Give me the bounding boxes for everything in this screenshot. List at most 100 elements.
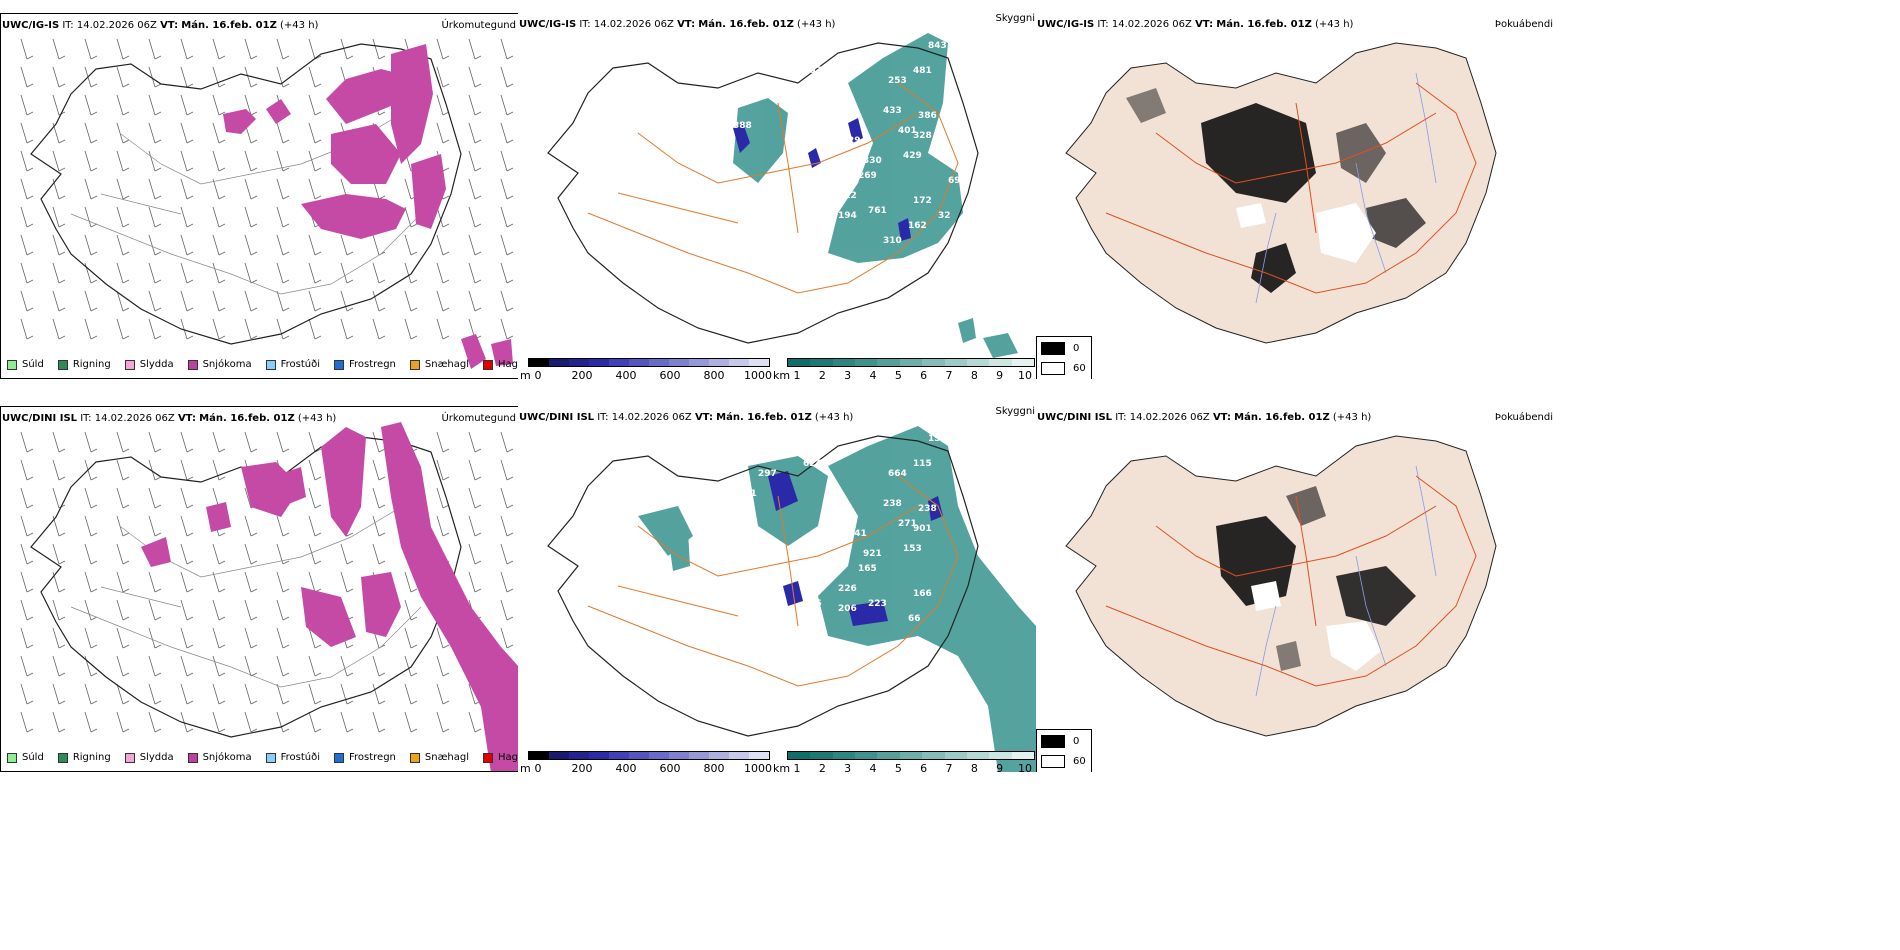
wind-barb	[116, 711, 130, 733]
wind-barb	[180, 262, 194, 284]
wind-barb	[308, 234, 322, 256]
wind-barb	[308, 318, 322, 340]
wind-barb	[180, 487, 194, 509]
wind-barb	[436, 94, 450, 116]
wind-barb	[244, 599, 258, 621]
fog-panel-row2: UWC/DINI ISL IT: 14.02.2026 06Z VT: Mán.…	[1036, 406, 1556, 772]
colorbar-cell	[549, 752, 569, 759]
wind-barb	[84, 290, 98, 312]
colorbar-tick: 200	[571, 762, 593, 772]
legend-label: Slydda	[139, 752, 174, 763]
colorbar-cell	[569, 359, 589, 366]
wind-barb	[148, 599, 162, 621]
legend-swatch	[334, 752, 344, 763]
cloud-base-value: 921	[863, 549, 882, 559]
fog-min-swatch	[1041, 735, 1065, 748]
wind-barb	[276, 431, 290, 453]
legend-item: Frostregn	[334, 752, 396, 763]
wind-barb	[20, 290, 34, 312]
wind-barb	[52, 234, 66, 256]
wind-barb	[180, 318, 194, 340]
fog-max-swatch	[1041, 362, 1065, 375]
colorbar-tick: 9	[996, 369, 1004, 379]
wind-barb	[468, 262, 482, 284]
colorbar-tick: 5	[894, 369, 902, 379]
wind-barb	[148, 262, 162, 284]
colorbar-cell	[529, 752, 549, 759]
cloud-base-value: 328	[913, 131, 932, 141]
colorbar-cell	[689, 359, 709, 366]
visibility-panel-row1: UWC/IG-IS IT: 14.02.2026 06Z VT: Mán. 16…	[518, 13, 1038, 379]
wind-barb	[500, 459, 514, 481]
wind-barb	[180, 571, 194, 593]
wind-barb	[20, 627, 34, 649]
wind-barb	[180, 543, 194, 565]
wind-barb	[212, 431, 226, 453]
wind-barb	[212, 262, 226, 284]
wind-barb	[308, 487, 322, 509]
road-network	[587, 82, 959, 294]
legend-label: Snæhagl	[424, 752, 470, 763]
wind-barb	[148, 38, 162, 60]
wind-barb	[436, 262, 450, 284]
colorbar-cell	[649, 359, 669, 366]
legend-label: Snjókoma	[202, 359, 252, 370]
wind-barb	[212, 627, 226, 649]
visibility-panel-row2: UWC/DINI ISL IT: 14.02.2026 06Z VT: Mán.…	[518, 406, 1038, 772]
colorbar-cell	[629, 752, 649, 759]
cloud-base-value: 481	[913, 66, 932, 76]
colorbar-cell	[649, 752, 669, 759]
wind-barb	[20, 683, 34, 705]
wind-barb	[20, 487, 34, 509]
wind-barb	[436, 515, 450, 537]
panel-title: UWC/DINI ISL IT: 14.02.2026 06Z VT: Mán.…	[2, 413, 337, 424]
legend-item: Frostregn	[334, 359, 396, 370]
wind-barb	[436, 487, 450, 509]
colorbar-tick: 2	[818, 369, 826, 379]
wind-barb	[180, 290, 194, 312]
wind-barb	[20, 431, 34, 453]
cloud-base-value: 433	[883, 106, 902, 116]
wind-barb	[404, 290, 418, 312]
wind-barb	[372, 262, 386, 284]
wind-barb	[84, 122, 98, 144]
legend-item: Frostúði	[265, 359, 320, 370]
cloud-base-value: 664	[888, 469, 907, 479]
cloud-base-value: 223	[868, 599, 887, 609]
wind-barb	[500, 290, 514, 312]
cloud-base-value: 283	[733, 514, 752, 524]
legend-item: Haglél	[483, 752, 519, 763]
wind-barb	[52, 431, 66, 453]
fog-scale-box: 0 60	[1036, 729, 1092, 772]
wind-barb	[52, 290, 66, 312]
wind-barb	[212, 571, 226, 593]
cloud-base-value: 105	[803, 599, 822, 609]
wind-barb	[20, 38, 34, 60]
wind-barb	[148, 206, 162, 228]
wind-barb	[244, 683, 258, 705]
fog-label: Þokuábendi	[1494, 19, 1553, 30]
wind-barb	[436, 122, 450, 144]
wind-barb	[276, 543, 290, 565]
wind-barb	[404, 599, 418, 621]
wind-barb	[404, 571, 418, 593]
wind-barb	[436, 683, 450, 705]
wind-barb	[340, 543, 354, 565]
wind-barb	[276, 234, 290, 256]
colorbar-cell	[944, 752, 967, 759]
wind-barb	[244, 431, 258, 453]
fog-clear-areas	[1251, 581, 1381, 671]
panel-title: UWC/IG-IS IT: 14.02.2026 06Z VT: Mán. 16…	[2, 20, 319, 31]
wind-barb	[116, 66, 130, 88]
wind-barb	[180, 599, 194, 621]
wind-barb	[20, 599, 34, 621]
colorbar-tick: 4	[869, 762, 877, 772]
wind-barb	[436, 627, 450, 649]
legend-swatch	[409, 359, 420, 370]
wind-barb	[244, 711, 258, 733]
cloud-base-value: 153	[928, 434, 947, 444]
wind-barb	[20, 262, 34, 284]
wind-barb	[148, 94, 162, 116]
wind-barb	[468, 459, 482, 481]
